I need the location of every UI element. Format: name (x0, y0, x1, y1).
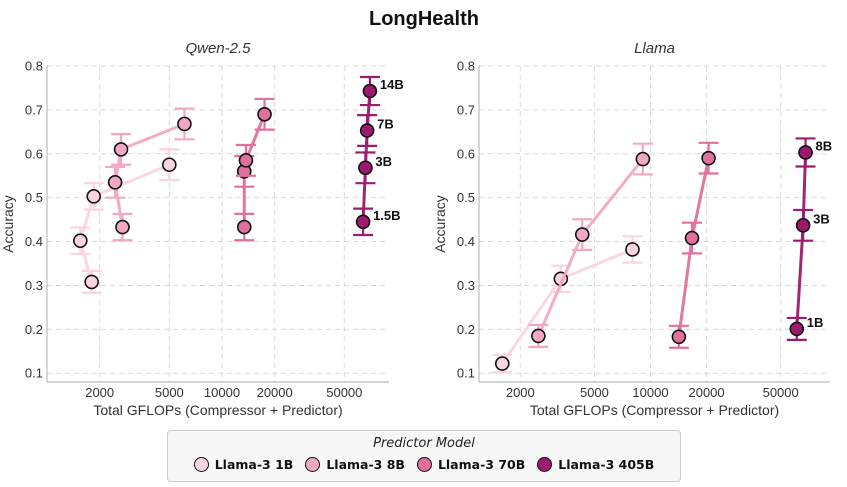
y-tick-label: 0.4 (25, 234, 43, 249)
data-point (177, 116, 192, 132)
data-label: 8B (816, 138, 833, 153)
y-tick-label: 0.4 (457, 234, 475, 249)
x-tick-label: 10000 (632, 385, 668, 400)
y-tick-label: 0.5 (457, 190, 475, 205)
data-point (625, 242, 640, 257)
y-tick-label: 0.8 (457, 59, 475, 74)
x-tick-label: 20000 (257, 385, 293, 400)
y-tick-label: 0.2 (457, 322, 475, 337)
data-point (236, 219, 252, 235)
data-point (113, 142, 129, 157)
data-point (671, 329, 687, 345)
x-tick-label: 2000 (85, 385, 114, 400)
data-point (162, 157, 177, 173)
x-tick-label: 20000 (688, 385, 724, 400)
x-tick-label: 2000 (506, 385, 535, 400)
legend-label: Llama-3 8B (326, 457, 405, 472)
legend-marker-8b (305, 457, 321, 472)
y-tick-label: 0.7 (25, 102, 43, 117)
legend-label: Llama-3 1B (214, 457, 294, 472)
data-point (795, 218, 811, 233)
series-line (78, 163, 170, 283)
data-point (238, 153, 254, 168)
data-label: 3B (813, 211, 830, 226)
data-label: 7B (377, 117, 394, 132)
chart-panel-qwen-2-5: Qwen-2.5 0.1 0.2 0.3 0.4 0.5 0.6 0.7 0.8 2000 5000… (0, 40, 404, 418)
data-point (635, 151, 651, 167)
figure-title: LongHealth (369, 8, 479, 30)
legend-marker-1b (193, 457, 209, 472)
legend-item-llama-3-8b: Llama-3 8B (305, 457, 405, 472)
y-tick-label: 0.5 (25, 190, 43, 205)
legend-marker-70b (416, 457, 432, 472)
legend-item-llama-3-1b: Llama-3 1B (193, 457, 294, 472)
data-point (684, 230, 700, 246)
data-label: 1B (807, 315, 824, 330)
x-axis-label: Total GFLOPs (Compressor + Predictor) (530, 402, 779, 418)
legend-label: Llama-3 405B (558, 457, 655, 472)
series-llama-3-1b (70, 148, 180, 295)
legend-item-llama-3-70b: Llama-3 70B (416, 457, 526, 472)
x-tick-label: 5000 (580, 385, 609, 400)
y-tick-label: 0.6 (457, 146, 475, 161)
data-point (355, 214, 371, 230)
legend-title: Predictor Model (373, 436, 475, 451)
x-tick-label: 10000 (204, 385, 240, 400)
panel-title: Llama (634, 40, 675, 57)
series-llama-3-8b (528, 142, 653, 348)
data-label: 3B (375, 154, 392, 169)
y-tick-label: 0.2 (25, 322, 43, 337)
data-point (107, 175, 123, 190)
y-tick-label: 0.3 (457, 278, 475, 293)
legend-marker-405b (537, 457, 553, 472)
panel-title: Qwen-2.5 (185, 40, 251, 57)
series-llama-3-70b (234, 97, 275, 242)
chart-panel-llama: Llama 0.1 0.2 0.3 0.4 0.5 0.6 0.7 0.8 2000 5000 100… (432, 40, 832, 418)
series-llama-3-8b (105, 107, 195, 242)
series-line (113, 122, 185, 228)
y-tick-label: 0.3 (25, 278, 43, 293)
series-llama-3-70b (668, 141, 719, 349)
series-llama-3-1b (492, 235, 643, 374)
data-point (362, 83, 378, 99)
y-tick-label: 0.8 (25, 59, 43, 74)
legend-items: Llama-3 1B Llama-3 8B Llama-3 70B Llama-… (168, 457, 680, 472)
x-tick-label: 50000 (763, 385, 799, 400)
legend-item-llama-3-405b: Llama-3 405B (537, 457, 654, 472)
y-tick-label: 0.7 (457, 102, 475, 117)
legend-label: Llama-3 70B (437, 457, 526, 472)
y-axis-label: Accuracy (0, 195, 16, 253)
y-axis-label: Accuracy (432, 195, 448, 253)
data-point (494, 356, 510, 371)
series-llama-3-405b: 1.5B 3B 7B 14B (353, 75, 404, 237)
y-tick-label: 0.6 (25, 146, 43, 161)
data-label: 14B (380, 77, 404, 92)
data-point (115, 219, 130, 235)
data-point (257, 106, 272, 122)
data-point (798, 145, 813, 160)
x-axis-label: Total GFLOPs (Compressor + Predictor) (93, 402, 342, 418)
y-tick-label: 0.1 (25, 366, 43, 381)
data-point (701, 150, 716, 166)
data-point (574, 227, 590, 242)
data-point (789, 321, 805, 337)
series-line (361, 90, 372, 222)
legend: Predictor Model Llama-3 1B Llama-3 8B Ll… (167, 430, 681, 482)
data-point (358, 160, 373, 176)
x-tick-label: 5000 (155, 385, 184, 400)
data-point (84, 274, 99, 290)
x-tick-label: 50000 (326, 385, 362, 400)
data-point (86, 189, 102, 204)
y-tick-label: 0.1 (457, 366, 475, 381)
data-point (531, 328, 546, 344)
data-point (359, 123, 375, 138)
data-point (73, 233, 88, 248)
data-label: 1.5B (373, 208, 400, 223)
series-llama-3-405b: 1B 3B 8B (786, 137, 833, 341)
series-line (677, 157, 711, 337)
